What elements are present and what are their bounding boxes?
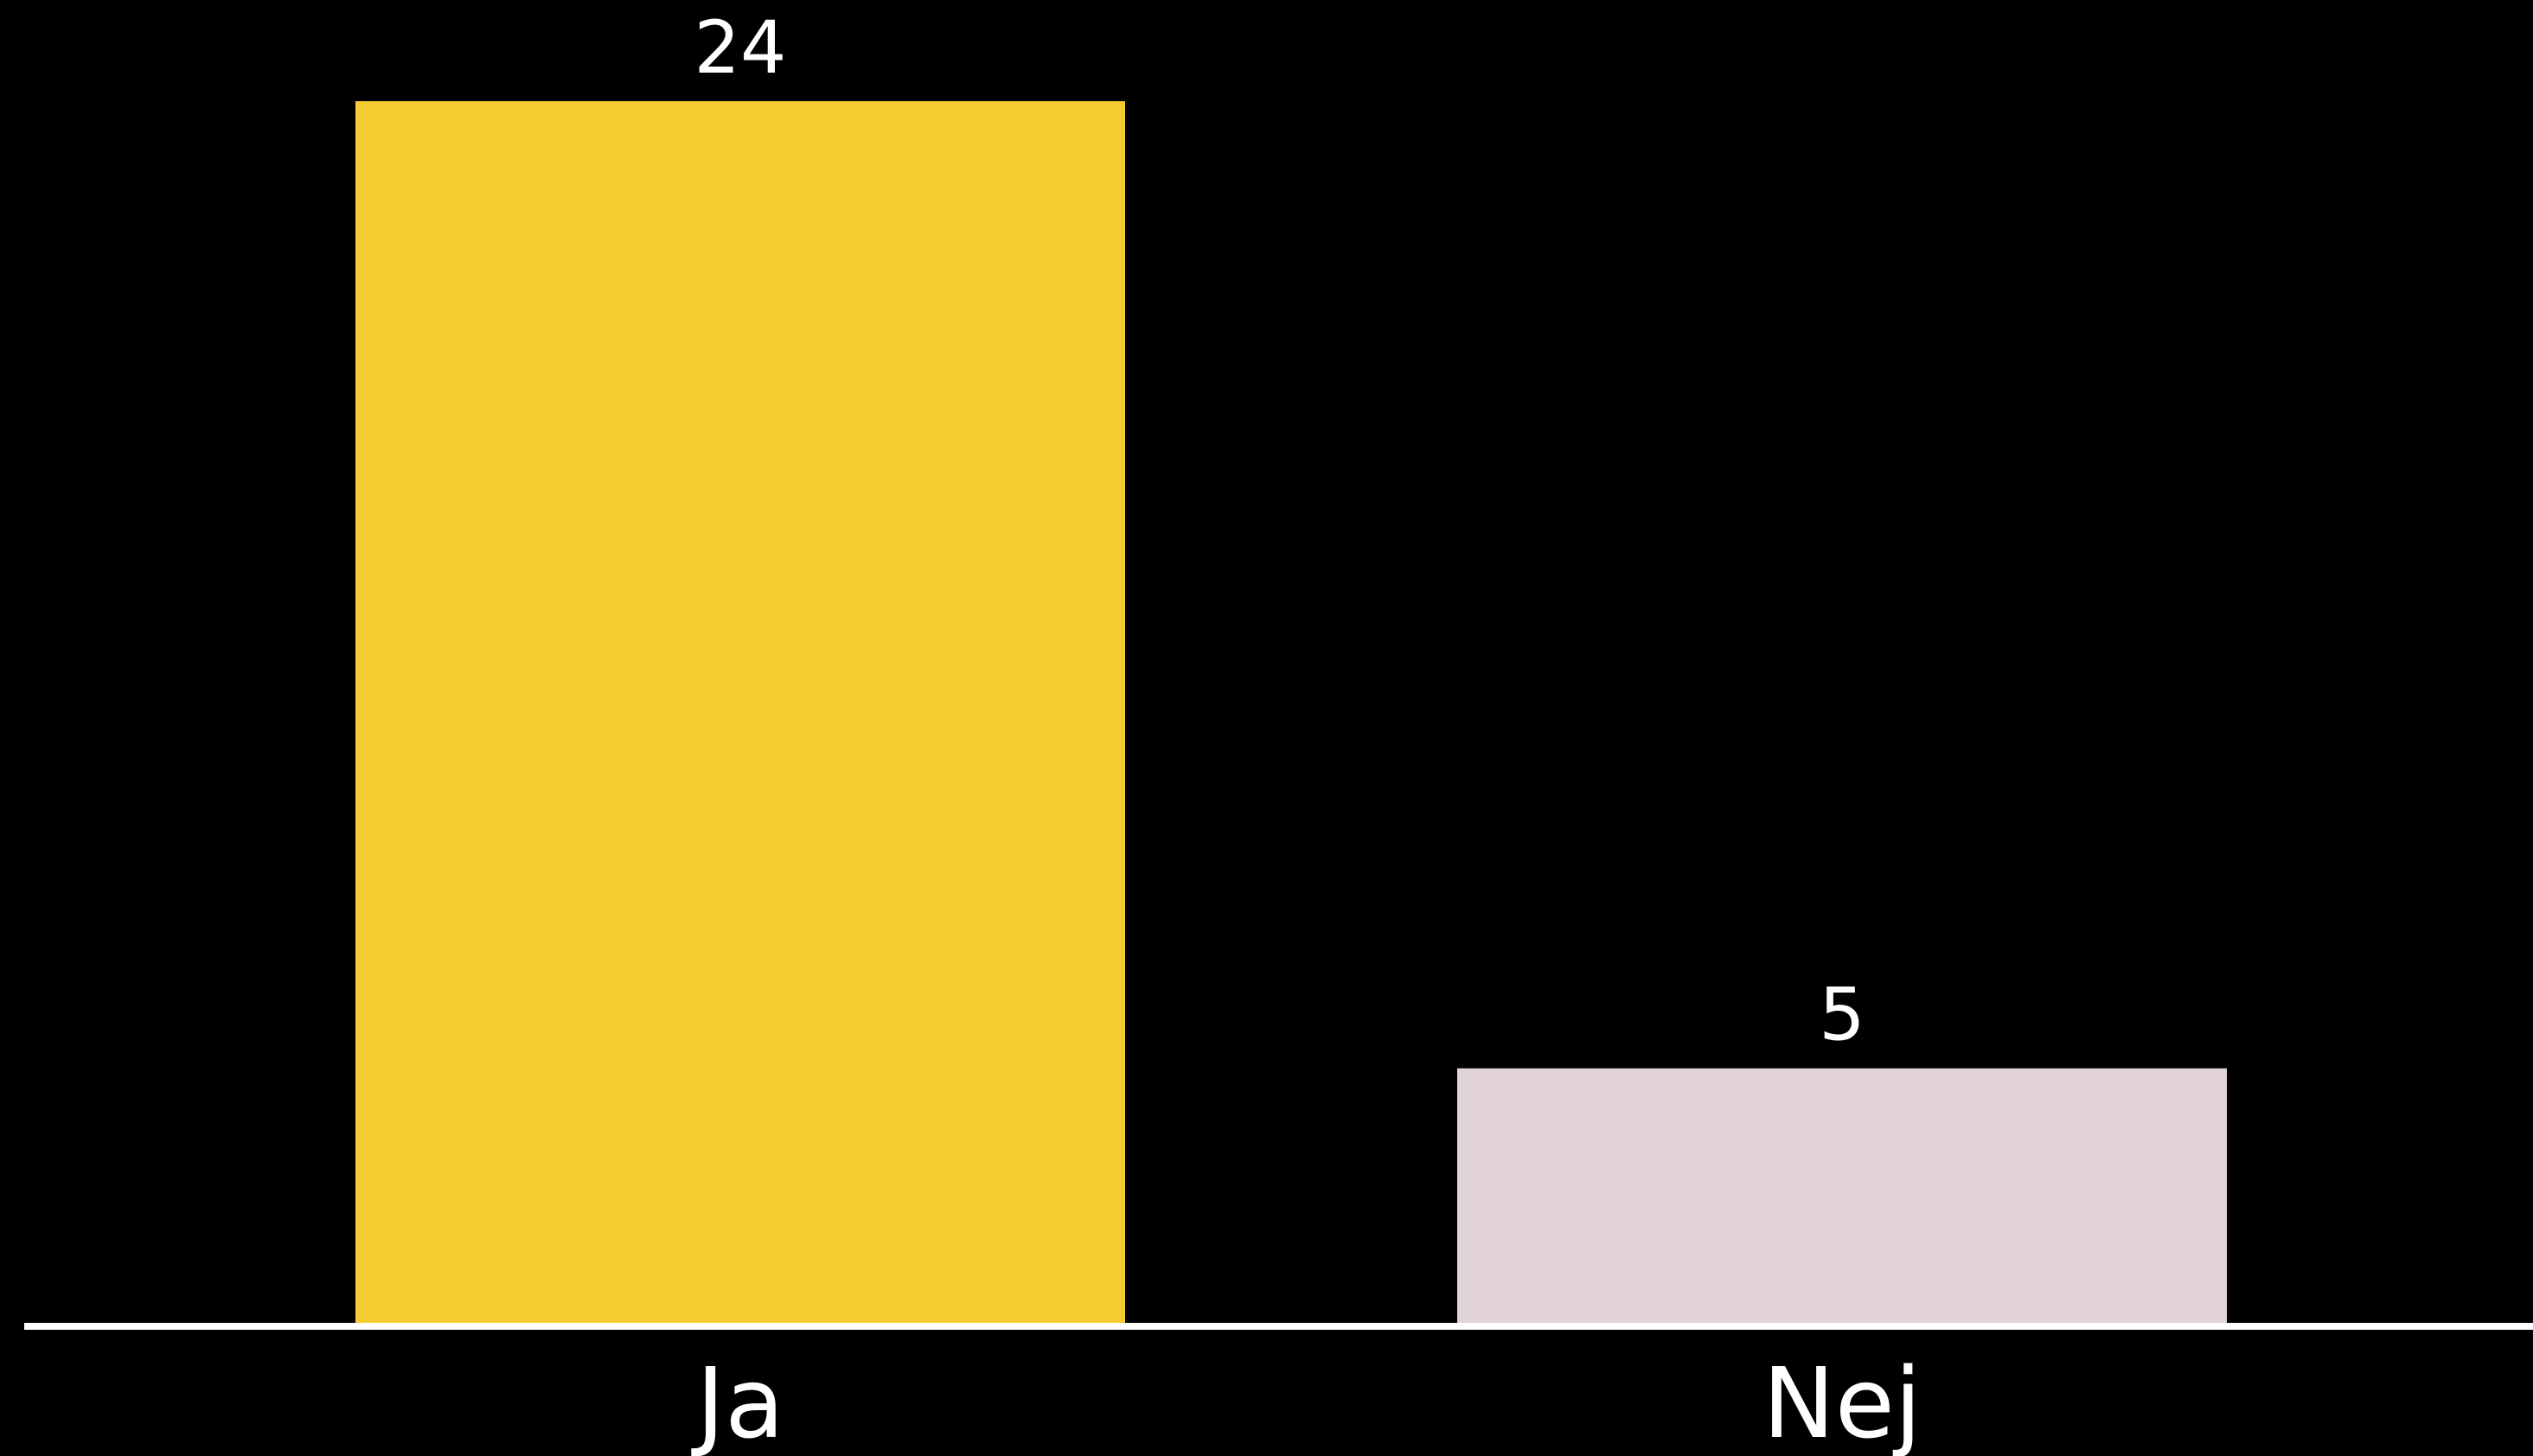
bar-ja xyxy=(355,101,1125,1323)
data-label-ja: 24 xyxy=(694,5,787,90)
category-label-ja: Ja xyxy=(691,1348,784,1456)
bar-nej xyxy=(1457,1068,2227,1323)
category-label-nej: Nej xyxy=(1762,1348,1922,1456)
data-label-nej: 5 xyxy=(1819,973,1865,1057)
